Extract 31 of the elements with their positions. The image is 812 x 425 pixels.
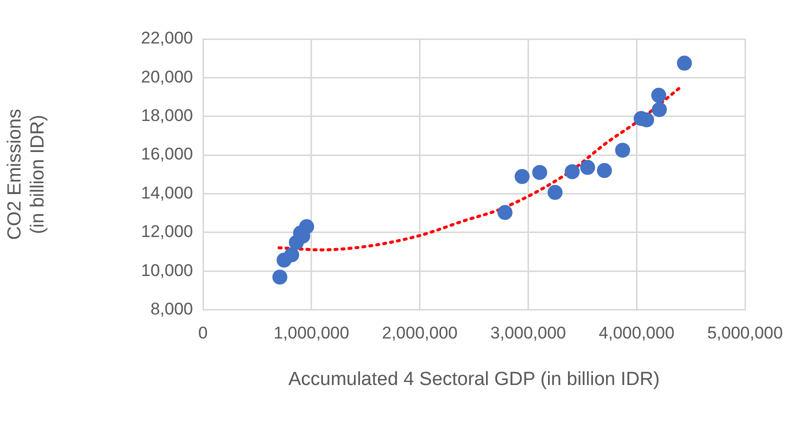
x-tick-label: 0 bbox=[198, 324, 208, 343]
y-tick-label: 20,000 bbox=[141, 67, 193, 86]
point bbox=[676, 56, 692, 71]
x-axis-title: Accumulated 4 Sectoral GDP (in billion IDR) bbox=[288, 368, 660, 390]
y-tick-label: 12,000 bbox=[141, 222, 193, 242]
point bbox=[548, 184, 563, 200]
x-tick-label: 5,000,000 bbox=[707, 324, 783, 343]
point bbox=[532, 164, 548, 180]
x-tick-label: 3,000,000 bbox=[490, 324, 566, 343]
x-tick-label: 4,000,000 bbox=[598, 324, 674, 343]
point bbox=[514, 169, 530, 184]
line-series bbox=[278, 85, 683, 252]
x-tick-label: 1,000,000 bbox=[274, 324, 350, 343]
point bbox=[651, 88, 666, 103]
point bbox=[284, 247, 300, 262]
y-tick-label: 16,000 bbox=[141, 144, 193, 164]
point bbox=[652, 102, 667, 118]
point bbox=[272, 270, 288, 285]
y-tick-label: 22,000 bbox=[141, 28, 193, 48]
y-tick-label: 10,000 bbox=[141, 260, 193, 280]
point bbox=[596, 163, 612, 178]
point bbox=[580, 160, 596, 175]
y-tick-label: 14,000 bbox=[141, 183, 193, 202]
y-tick-label: 18,000 bbox=[141, 106, 193, 126]
point bbox=[498, 205, 513, 220]
point bbox=[564, 164, 580, 180]
y-axis-title: CO2 Emissions (in billion IDR) bbox=[4, 108, 48, 240]
y-tick-label: 8,000 bbox=[150, 299, 193, 318]
x-tick-label: 2,000,000 bbox=[382, 324, 458, 343]
point bbox=[299, 219, 314, 234]
point bbox=[615, 142, 630, 158]
